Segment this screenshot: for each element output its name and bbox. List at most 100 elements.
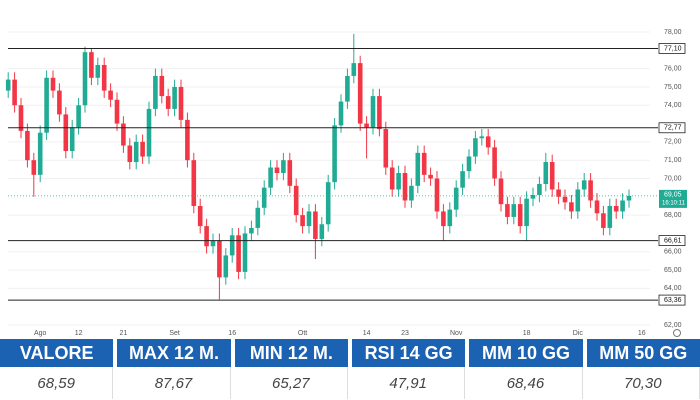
candle-body (18, 105, 24, 131)
countdown-label: 16:10:11 (662, 200, 686, 206)
x-tick-label: 12 (75, 330, 83, 337)
candle-body (530, 194, 536, 199)
last-price-label: 69,05 (664, 192, 682, 199)
candle-body (537, 183, 542, 195)
candle-body (261, 187, 267, 208)
candle-body (607, 205, 613, 228)
candle-body (76, 105, 81, 128)
candle-body (37, 132, 43, 175)
candle-body (306, 211, 312, 227)
candle-body (498, 178, 504, 205)
header-cell: MM 50 GG (586, 339, 700, 367)
x-tick-label: Ott (298, 330, 307, 337)
candle-body (63, 114, 69, 152)
y-tick-label: 64,00 (664, 285, 682, 292)
candle-body (466, 156, 472, 172)
settings-icon[interactable] (673, 329, 681, 337)
candle-body (236, 235, 241, 272)
candle-body (460, 171, 465, 188)
candle-body (428, 174, 433, 179)
y-tick-label: 71,00 (664, 157, 682, 164)
candle-body (12, 79, 17, 106)
candle-body (255, 207, 261, 228)
candle-body (159, 75, 165, 97)
candle-body (364, 123, 369, 128)
candle-body (44, 77, 49, 133)
candle-body (543, 162, 549, 184)
last-price-box (659, 189, 687, 208)
candle-body (114, 99, 120, 124)
candle-body (569, 202, 574, 212)
x-tick-label: 16 (228, 330, 236, 337)
value-cell: 70,30 (587, 367, 700, 399)
candle-body (613, 205, 619, 212)
candle-body (82, 52, 88, 106)
candle-body (287, 160, 293, 186)
candle-body (377, 96, 382, 130)
value-cell: 87,67 (117, 367, 231, 399)
candle-body (140, 141, 145, 157)
chart: 62,00 64,00 65,00 66,00 68,00 70,00 71,00 72,00… (5, 29, 687, 337)
x-tick-label: Nov (450, 330, 463, 337)
candle-body (319, 224, 325, 239)
candle-body (229, 235, 235, 256)
candle-body (108, 90, 113, 100)
candle-body (345, 75, 350, 102)
candle-body (511, 204, 517, 217)
candle-body (127, 145, 133, 163)
x-tick-label: Set (169, 330, 180, 337)
candle-body (588, 180, 593, 201)
header-cell: MAX 12 M. (117, 339, 231, 367)
candle-body (415, 152, 421, 186)
candle-body (172, 86, 177, 109)
y-tick-label: 65,00 (664, 267, 682, 274)
candle-body (223, 255, 229, 278)
candle-body (217, 240, 222, 278)
candle-body (165, 96, 171, 109)
x-tick-label: 18 (523, 330, 531, 337)
value-cell: 65,27 (235, 367, 348, 399)
level-label: 63,36 (664, 297, 682, 304)
candle-body (50, 77, 56, 91)
x-tick-label: Ago (34, 330, 47, 337)
x-tick-label: 16 (638, 330, 646, 337)
stats-table: VALORE MAX 12 M. MIN 12 M. RSI 14 GG MM 10 G… (0, 339, 700, 399)
candle-body (101, 64, 107, 91)
candle-body (556, 189, 561, 197)
candle-body (210, 240, 216, 247)
value-cell: 47,91 (352, 367, 466, 399)
candle-body (357, 63, 363, 124)
candle-body (133, 141, 139, 163)
candle-body (402, 173, 408, 201)
candle-body (95, 64, 101, 78)
candle-body (89, 52, 94, 78)
y-tick-label: 66,00 (664, 249, 682, 256)
y-tick-label: 68,00 (664, 212, 682, 219)
candle-body (370, 96, 376, 128)
candle-body (242, 233, 248, 272)
y-tick-label: 62,00 (664, 322, 682, 329)
candle-body (441, 211, 446, 227)
candle-body (505, 204, 510, 217)
candle-body (421, 152, 427, 175)
header-cell: RSI 14 GG (351, 339, 466, 367)
candle-body (626, 195, 632, 201)
candle-body (338, 101, 344, 126)
level-label-box (658, 235, 686, 246)
candle-body (191, 160, 197, 206)
candle-body (268, 167, 273, 188)
candle-body (620, 200, 625, 212)
x-tick-label: Dic (573, 330, 584, 337)
candle-body (479, 136, 485, 139)
candle-body (204, 226, 209, 247)
candle-body (153, 75, 158, 109)
candle-body (562, 196, 568, 203)
candle-body (517, 204, 523, 227)
x-tick-label: 23 (401, 330, 409, 337)
level-label-box (658, 294, 686, 306)
candle-body (389, 167, 395, 190)
level-label-box (658, 122, 686, 134)
header-cell: MIN 12 M. (234, 339, 348, 367)
candle-body (249, 227, 254, 234)
candle-body (447, 209, 453, 227)
